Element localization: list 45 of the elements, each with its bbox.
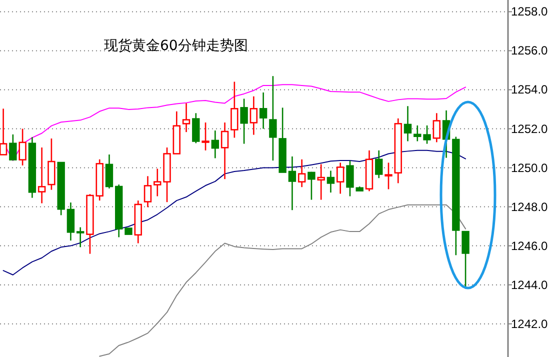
candlestick	[259, 92, 268, 130]
candlestick	[414, 124, 422, 142]
candlestick	[404, 105, 412, 142]
candlestick	[432, 112, 440, 143]
candlestick	[317, 164, 325, 200]
y-tick-label: 1250.0	[511, 160, 548, 175]
candlestick	[375, 150, 383, 179]
candlestick	[384, 162, 392, 190]
y-tick-label: 1254.0	[511, 82, 548, 97]
y-tick-label: 1256.0	[511, 44, 548, 58]
candlestick	[346, 160, 354, 197]
candlestick	[182, 102, 190, 133]
candlestick	[211, 130, 220, 159]
candlestick	[250, 96, 258, 136]
candlestick	[326, 170, 335, 194]
y-tick-label: 1242.0	[511, 316, 548, 331]
candlestick	[269, 75, 277, 162]
candlestick	[462, 230, 470, 288]
candlestick	[298, 158, 306, 188]
candlestick	[240, 98, 248, 144]
candlestick	[0, 108, 8, 156]
candlestick	[336, 162, 344, 194]
candlestick	[105, 154, 114, 190]
y-tick-label: 1246.0	[511, 238, 548, 253]
candlestick	[38, 146, 46, 204]
candlestick	[48, 138, 56, 190]
text: 现货黄金60分钟走势图	[104, 38, 248, 54]
candlestick	[308, 171, 316, 200]
candlestick	[9, 134, 17, 162]
candlestick	[220, 122, 229, 180]
candlestick	[144, 176, 152, 208]
candlestick	[230, 81, 238, 138]
y-tick-label: 1248.0	[511, 200, 548, 214]
y-tick-label: 1258.0	[511, 4, 548, 19]
line-series	[2, 150, 466, 276]
candlestick	[76, 226, 84, 248]
y-tick-label: 1244.0	[511, 278, 548, 292]
candlestick	[288, 156, 296, 211]
candlestick	[192, 112, 200, 144]
y-tick-label: 1252.0	[511, 122, 548, 136]
candlestick	[202, 122, 210, 152]
candlestick	[423, 124, 431, 144]
candlestick	[154, 168, 162, 197]
candlestick	[18, 128, 26, 166]
candlestick	[66, 202, 75, 242]
